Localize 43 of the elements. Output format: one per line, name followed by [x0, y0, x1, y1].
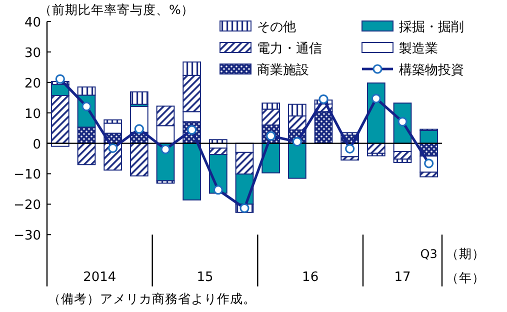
- y-tick-label: −10: [14, 168, 41, 183]
- y-tick-label: 20: [24, 76, 41, 92]
- y-tick-label: −20: [14, 198, 41, 214]
- x-tick-label: Q3: [420, 247, 438, 261]
- legend-label: 採掘・掘削: [399, 20, 464, 35]
- bar: [104, 122, 122, 134]
- bar: [366, 152, 386, 156]
- text: （備考）アメリカ商務省より作成。: [48, 291, 256, 306]
- bar: [235, 152, 254, 175]
- bar: [77, 86, 96, 96]
- text: （期）: [446, 246, 485, 261]
- bar: [104, 119, 122, 124]
- legend-label: その他: [257, 20, 296, 35]
- annotation: 2014: [83, 270, 116, 285]
- bar: [50, 94, 70, 144]
- annotation: 16: [302, 270, 319, 285]
- y-tick-label: 0: [32, 137, 41, 152]
- y-axis-title: （前期比年率寄与度、%）: [39, 2, 194, 17]
- y-tick-label: 10: [24, 106, 41, 122]
- bar: [156, 106, 175, 126]
- legend-label: 構築物投資: [399, 63, 464, 78]
- bar: [130, 91, 148, 105]
- legend-label: 電力・通信: [257, 42, 322, 56]
- bar: [288, 142, 306, 179]
- text: （年）: [446, 270, 485, 285]
- y-tick-label: −30: [14, 228, 41, 244]
- bar: [288, 104, 306, 116]
- bar: [182, 61, 202, 76]
- bar: [340, 156, 360, 161]
- legend-label: 製造業: [399, 42, 438, 56]
- bar: [182, 111, 202, 122]
- annotation: 17: [394, 270, 411, 285]
- legend-label: 商業施設: [257, 63, 309, 78]
- y-tick-label: 40: [24, 16, 41, 30]
- bar: [130, 142, 148, 176]
- bar: [156, 180, 175, 184]
- bar: [262, 102, 280, 110]
- bar: [393, 158, 412, 163]
- y-tick-label: 30: [24, 46, 41, 61]
- bar: [182, 142, 202, 200]
- annotation: 15: [196, 270, 214, 285]
- bar: [77, 142, 96, 166]
- bar: [420, 172, 438, 178]
